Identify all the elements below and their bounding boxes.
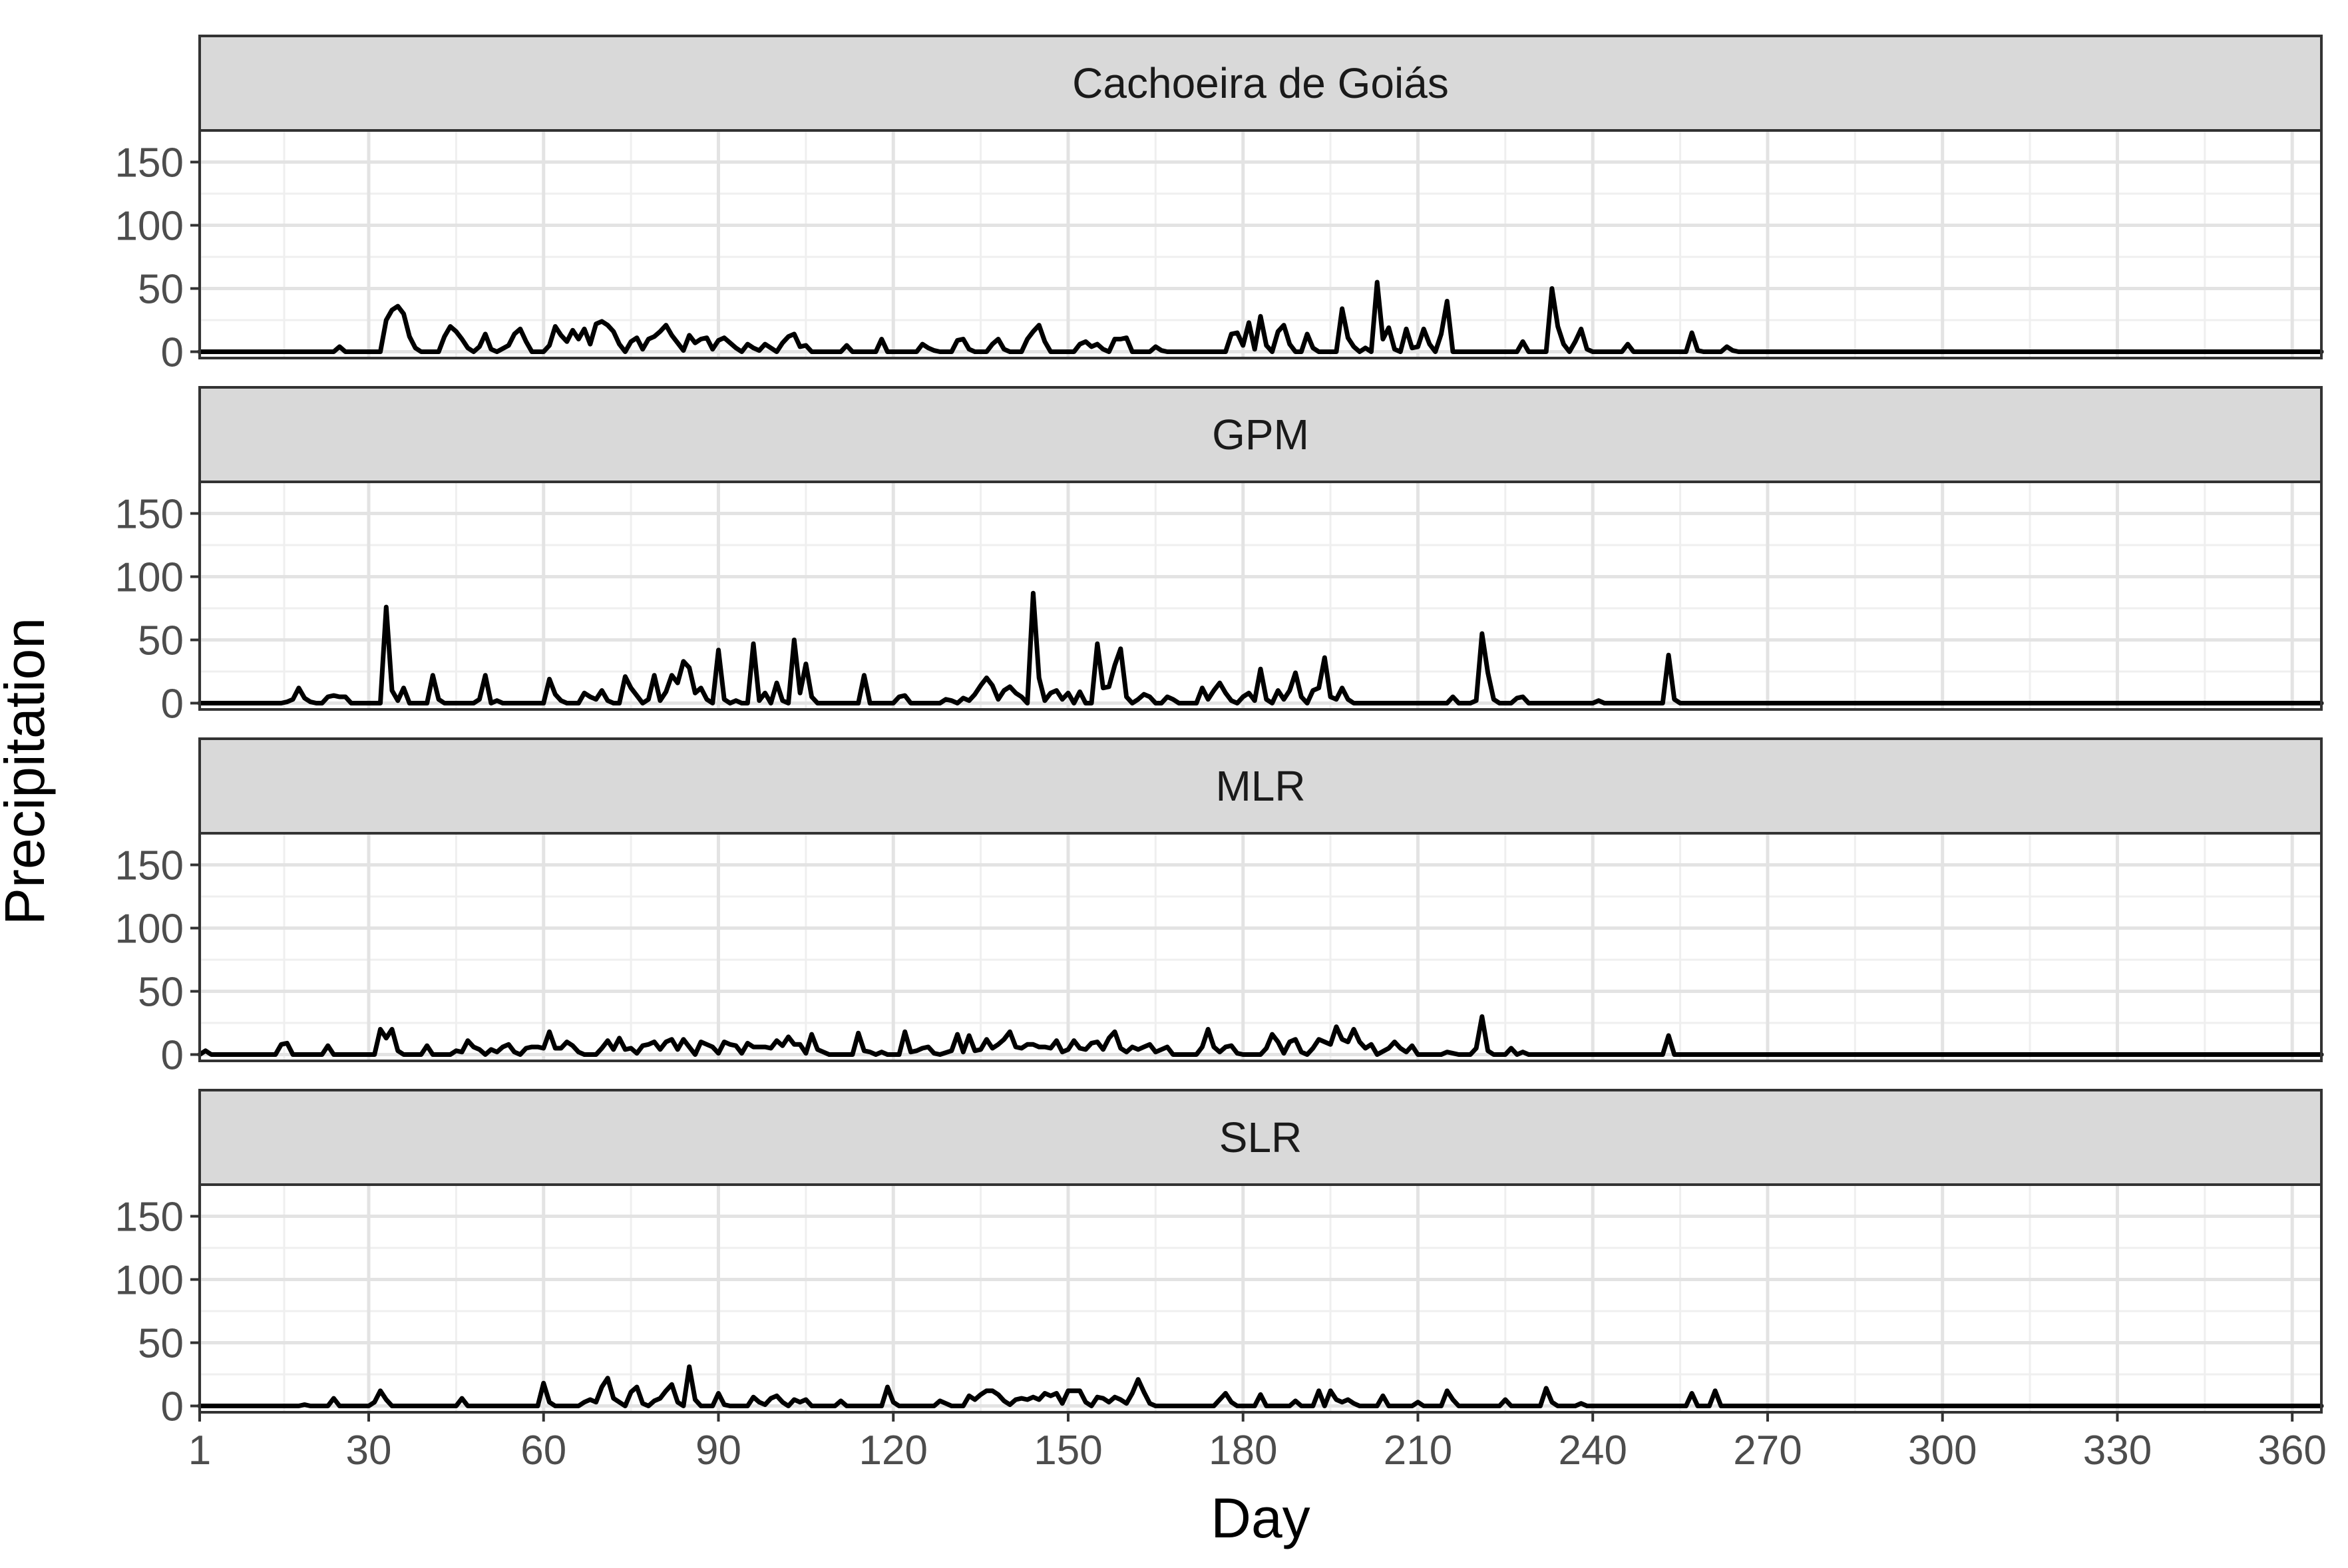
y-tick-label: 50 xyxy=(138,618,184,664)
y-tick-label: 0 xyxy=(161,1384,184,1430)
series-line-2 xyxy=(197,1014,2324,1057)
facet-strip xyxy=(198,35,2323,132)
x-axis-title: Day xyxy=(1211,1487,1310,1549)
panel-border xyxy=(198,129,2323,359)
y-axis-title: Precipitation xyxy=(0,618,56,925)
series-line-3 xyxy=(197,1364,2324,1408)
y-tick-label: 100 xyxy=(115,555,184,601)
x-tick-label: 300 xyxy=(1908,1428,1977,1473)
y-tick-label: 150 xyxy=(115,140,184,186)
x-tick-label: 90 xyxy=(695,1428,741,1473)
facet-strip xyxy=(198,737,2323,835)
facet-strip-label: SLR xyxy=(1219,1113,1302,1161)
series-line-0 xyxy=(197,280,2324,354)
y-tick-label: 100 xyxy=(115,204,184,250)
y-tick-label: 150 xyxy=(115,492,184,538)
x-tick-label: 240 xyxy=(1558,1428,1627,1473)
x-tick-label: 360 xyxy=(2257,1428,2326,1473)
x-tick-label: 30 xyxy=(346,1428,392,1473)
x-tick-label: 150 xyxy=(1034,1428,1102,1473)
y-tick-label: 50 xyxy=(138,970,184,1016)
y-tick-label: 150 xyxy=(115,1195,184,1241)
panel-border xyxy=(198,832,2323,1062)
facet-strip-label: MLR xyxy=(1215,762,1305,810)
x-tick-label: 330 xyxy=(2083,1428,2152,1473)
facet-strip-label: Cachoeira de Goiás xyxy=(1072,59,1449,107)
panel-border xyxy=(198,1183,2323,1414)
panel-background xyxy=(200,1185,2321,1412)
y-tick-label: 50 xyxy=(138,1321,184,1367)
y-tick-label: 0 xyxy=(161,1033,184,1079)
panel-background xyxy=(200,833,2321,1061)
panel-border xyxy=(198,481,2323,711)
facet-strip-label: GPM xyxy=(1212,411,1309,459)
x-tick-label: 120 xyxy=(859,1428,928,1473)
y-tick-label: 0 xyxy=(161,330,184,376)
facet-strip xyxy=(198,1089,2323,1186)
x-tick-label: 270 xyxy=(1733,1428,1802,1473)
facet-strip xyxy=(198,386,2323,483)
series-line-1 xyxy=(197,590,2324,705)
x-tick-label: 210 xyxy=(1384,1428,1452,1473)
y-tick-label: 0 xyxy=(161,682,184,727)
y-tick-label: 50 xyxy=(138,267,184,313)
x-tick-label: 60 xyxy=(520,1428,566,1473)
y-tick-label: 100 xyxy=(115,906,184,952)
y-tick-label: 100 xyxy=(115,1258,184,1304)
y-tick-label: 150 xyxy=(115,843,184,889)
x-tick-label: 1 xyxy=(188,1428,211,1473)
x-tick-label: 180 xyxy=(1209,1428,1277,1473)
